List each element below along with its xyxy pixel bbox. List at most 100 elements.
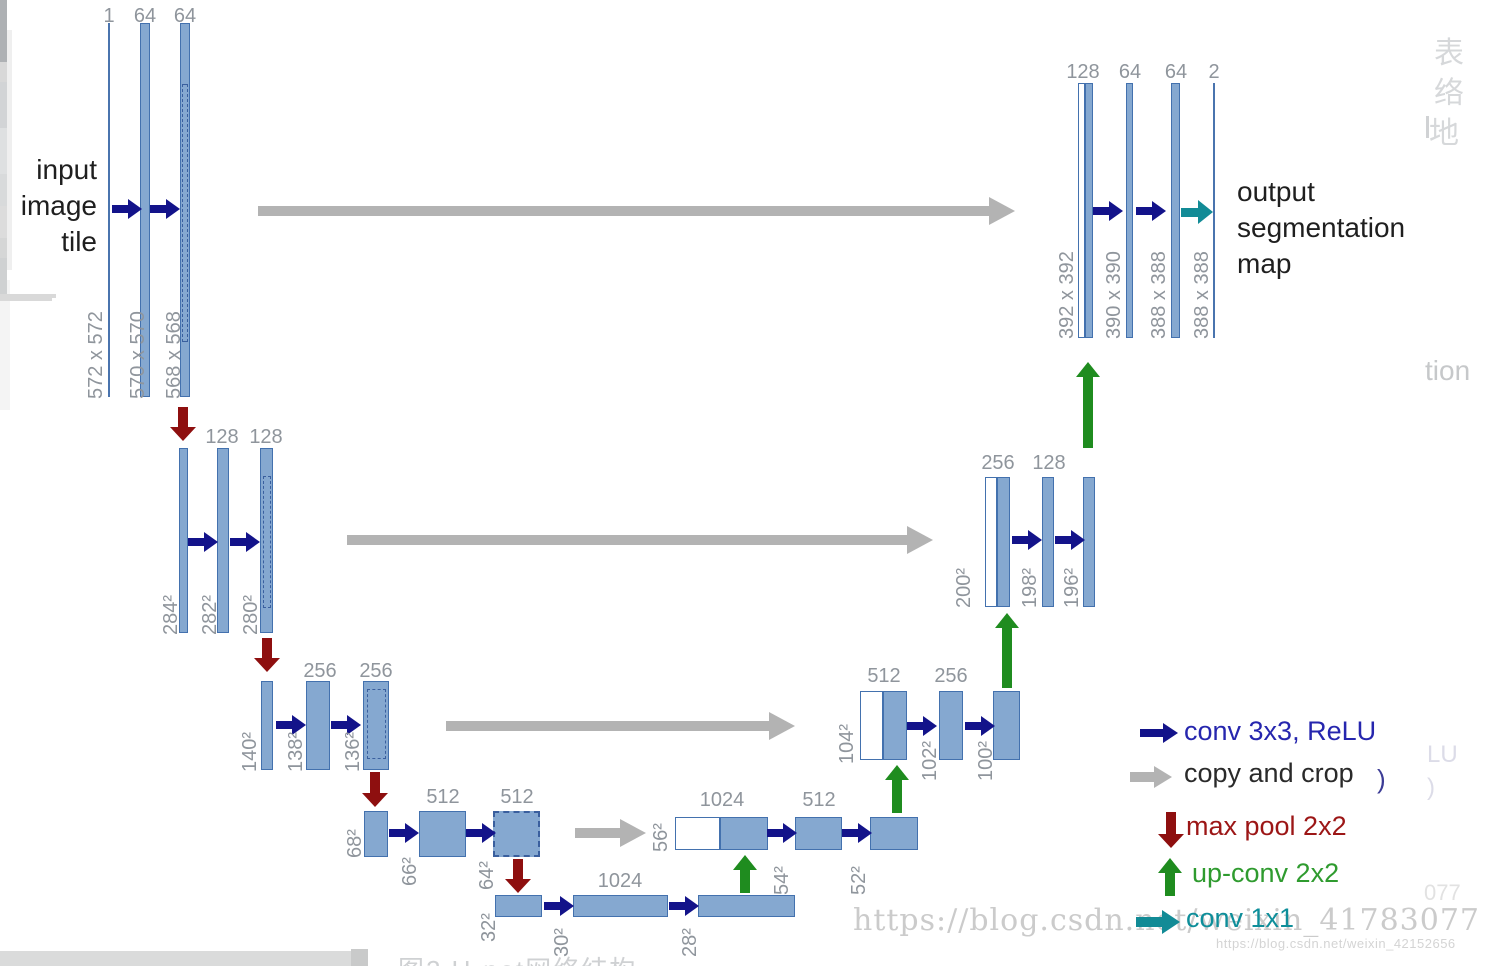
top-edge-artifact xyxy=(0,298,52,301)
feature-map-bar xyxy=(985,477,997,607)
feature-map-bar xyxy=(1171,83,1180,338)
conv3x3-arrow-head xyxy=(166,199,180,219)
conv3x3-arrow xyxy=(544,896,574,916)
copy-and-crop-arrow-icon xyxy=(1130,766,1172,788)
left-edge-artifact xyxy=(0,206,7,222)
copy-arrow-shaft xyxy=(575,828,622,838)
pool-arrow-shaft xyxy=(370,772,380,794)
copy-and-crop-arrow xyxy=(258,197,1015,225)
left-edge-artifact xyxy=(0,280,10,410)
conv3x3-arrow xyxy=(276,715,306,735)
conv3x3-arrow xyxy=(150,199,180,219)
channel-count-label: 512 xyxy=(500,786,534,808)
conv3x3-arrow-head xyxy=(128,199,142,219)
channel-count-label: 256 xyxy=(934,665,968,687)
channel-count-label: 64 xyxy=(133,5,157,27)
input-image-tile-label: input image tile xyxy=(20,154,97,257)
figure-caption: 图2 U-net网络结构 xyxy=(398,950,637,966)
up-arrow-head xyxy=(995,613,1019,628)
left-edge-artifact xyxy=(0,222,7,238)
max-pool-arrow xyxy=(170,407,196,441)
conv3x3-arrow xyxy=(669,896,699,916)
conv3x3-arrow-shaft xyxy=(669,902,687,910)
pool-arrow-head xyxy=(170,427,196,441)
conv3x3-arrow-head xyxy=(923,716,937,736)
up-conv-arrow xyxy=(995,613,1019,688)
feature-map-bar xyxy=(1126,83,1133,338)
pool-arrow-shaft xyxy=(178,407,188,428)
max-pool-arrow xyxy=(254,638,280,672)
up-conv-arrow xyxy=(733,855,757,893)
copy-arrow-shaft xyxy=(347,535,909,545)
pool-arrow-shaft xyxy=(513,859,523,880)
left-edge-artifact xyxy=(0,174,7,206)
feature-map-bar xyxy=(261,681,273,770)
left-edge-artifact xyxy=(0,82,7,128)
conv3x3-arrow-head xyxy=(981,716,995,736)
conv3x3-arrow xyxy=(230,532,260,552)
conv3x3-arrow-shaft xyxy=(965,722,983,730)
conv3x3-arrow xyxy=(188,532,218,552)
conv3x3-arrow-shaft xyxy=(1093,207,1111,215)
conv3x3-arrow-shaft xyxy=(767,829,785,837)
legend-label-up-conv: up-conv 2x2 xyxy=(1192,858,1340,888)
conv3x3-arrow-shaft xyxy=(544,902,562,910)
copy-arrow-shaft xyxy=(446,721,771,731)
conv3x3-arrow xyxy=(1055,530,1085,550)
conv3x3-arrow xyxy=(1093,201,1123,221)
up-arrow-head xyxy=(733,855,757,870)
conv3x3-arrow-shaft xyxy=(389,829,407,837)
copy-arrow-shaft xyxy=(258,206,991,216)
up-arrow-head xyxy=(1076,362,1100,377)
channel-count-label: 64 xyxy=(173,5,197,27)
ghost-text-fragment: LU xyxy=(1427,741,1458,768)
copy-arrow-head xyxy=(989,197,1015,225)
conv3x3-arrow-head xyxy=(685,896,699,916)
feature-map-bar xyxy=(419,811,466,857)
channel-count-label: 1 xyxy=(103,5,115,27)
feature-map-bar xyxy=(108,23,110,397)
conv1x1-arrow-head xyxy=(1198,200,1213,224)
conv3x3-arrow xyxy=(1136,201,1166,221)
conv3x3-arrow-head xyxy=(1071,530,1085,550)
crop-region-outline xyxy=(182,84,188,342)
right-edge-char: 表 xyxy=(1434,37,1464,70)
max-pool-arrow xyxy=(362,772,388,807)
conv3x3-arrow-head xyxy=(858,823,872,843)
legend-label-max-pool: max pool 2x2 xyxy=(1186,811,1347,841)
crop-region-outline xyxy=(263,476,271,608)
channel-count-label: 256 xyxy=(303,660,337,682)
max-pool-arrow-icon xyxy=(1158,812,1184,848)
feature-map-bar xyxy=(939,691,963,760)
up-arrow-shaft xyxy=(1083,375,1093,448)
crop-region-outline xyxy=(367,689,386,759)
feature-map-bar xyxy=(1085,83,1093,338)
channel-count-label: 2 xyxy=(1208,61,1220,83)
conv3x3-arrow-shaft xyxy=(1136,207,1154,215)
feature-map-bar xyxy=(495,895,542,917)
left-edge-artifact xyxy=(0,128,7,174)
conv3x3-arrow-head xyxy=(1028,530,1042,550)
pool-arrow-head xyxy=(254,658,280,672)
conv3x3-arrow-head xyxy=(1152,201,1166,221)
ghost-text-fragment: 077 xyxy=(1424,880,1461,905)
feature-map-bar xyxy=(1078,83,1085,338)
conv3x3-arrow xyxy=(331,715,361,735)
conv3x3-arrow-head xyxy=(405,823,419,843)
channel-count-label: 128 xyxy=(205,426,239,448)
up-conv-arrow-icon xyxy=(1158,858,1182,896)
conv3x3-arrow xyxy=(965,716,995,736)
conv3x3-arrow-shaft xyxy=(276,721,294,729)
conv3x3-arrow-shaft xyxy=(188,538,206,546)
channel-count-label: 64 xyxy=(1164,61,1188,83)
conv3x3-arrow xyxy=(907,716,937,736)
conv3x3-arrow-head xyxy=(783,823,797,843)
channel-count-label: 128 xyxy=(1032,452,1066,474)
feature-map-bar xyxy=(883,691,907,760)
conv3x3-arrow-icon xyxy=(1140,723,1178,743)
conv3x3-arrow xyxy=(842,823,872,843)
copy-and-crop-arrow xyxy=(347,526,933,554)
output-segmentation-map-label: output segmentation map xyxy=(1237,176,1406,279)
